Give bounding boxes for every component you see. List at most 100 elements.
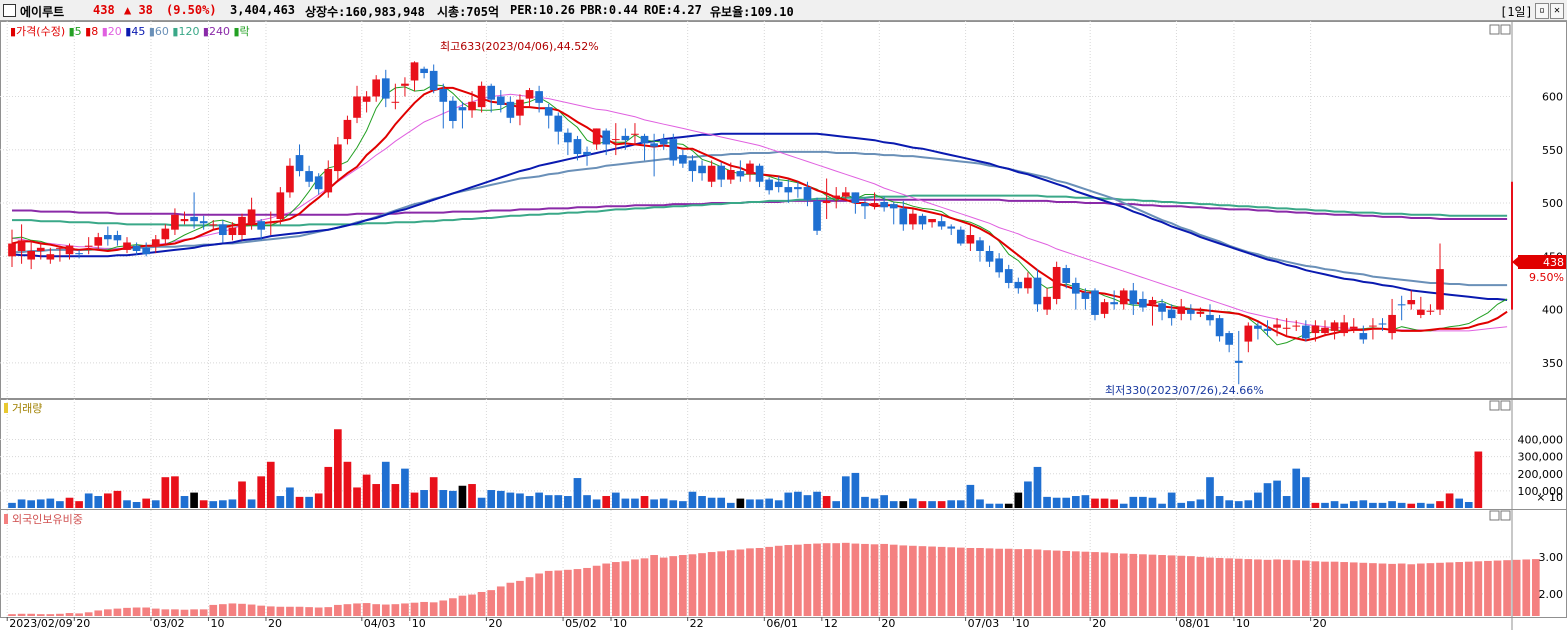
candle (84, 237, 93, 255)
foreign-bar (1024, 549, 1032, 616)
panel-buttons[interactable] (1489, 24, 1511, 521)
foreign-bar (832, 543, 841, 616)
volume-bar (429, 477, 438, 508)
foreign-bar (947, 547, 956, 616)
volume-bar (324, 466, 333, 508)
foreign-legend[interactable]: 외국인보유비중 (12, 513, 83, 526)
volume-bar (947, 500, 956, 508)
volume-bar (458, 485, 467, 508)
candle (1378, 318, 1387, 331)
foreign-bar (1349, 562, 1358, 616)
foreign-bar (774, 545, 783, 616)
candle (621, 128, 630, 150)
foreign-bar (861, 543, 869, 616)
panel-border (0, 399, 1567, 510)
candle (429, 64, 438, 94)
foreign-bar (765, 546, 773, 616)
candle (592, 128, 601, 150)
candle (516, 94, 524, 126)
volume-bar (535, 492, 543, 508)
volume-bar (286, 487, 294, 508)
candle (8, 229, 16, 267)
foreign-bar (1369, 563, 1377, 616)
foreign-bar (1436, 562, 1444, 616)
candle (266, 211, 275, 236)
candle (928, 219, 936, 228)
volume-bar (1359, 500, 1368, 508)
foreign-bar (736, 549, 745, 616)
candle (1081, 288, 1090, 310)
x-tick-label: 20 (1313, 617, 1327, 630)
candle (1071, 277, 1080, 310)
volume-bar (84, 493, 93, 508)
volume-bar (1062, 497, 1071, 508)
x-tick-label: 05/02 (565, 617, 597, 630)
period-selector[interactable]: [1일] (1500, 5, 1533, 19)
volume-bar (564, 496, 572, 508)
volume-bar (554, 495, 563, 508)
foreign-bar (496, 586, 505, 616)
price-tick-label: 600 (1542, 90, 1563, 103)
foreign-bar (669, 556, 678, 616)
foreign-bar (707, 552, 716, 616)
x-tick-label: 20 (76, 617, 90, 630)
volume-bar (314, 493, 323, 508)
candle (1234, 330, 1243, 385)
candle (726, 162, 735, 184)
foreign-bar (1052, 550, 1061, 616)
candle (477, 81, 486, 113)
candle (17, 224, 26, 264)
candle (305, 165, 313, 188)
volume-bar (592, 499, 601, 508)
panel-border (0, 21, 1567, 399)
foreign-bar (1321, 561, 1329, 616)
foreign-bar (640, 558, 649, 616)
legend-item: ▮가격(수정) (10, 25, 65, 38)
volume-bar (1244, 500, 1253, 508)
volume-bar (391, 484, 400, 508)
maximize-button[interactable]: ▫ (1535, 3, 1549, 19)
volume-legend[interactable]: 거래량 (12, 402, 42, 415)
legend-item: ▮8 (82, 25, 99, 38)
close-button[interactable]: ✕ (1550, 3, 1564, 19)
foreign-bar (334, 604, 342, 616)
volume-bar (1292, 468, 1301, 508)
stock-name[interactable]: 에이루트 (20, 5, 65, 19)
volume-bar (870, 498, 879, 508)
foreign-bar (429, 602, 438, 616)
volume-bar (132, 502, 141, 508)
ma-45-line (11, 132, 1508, 301)
volume-bar (1407, 503, 1416, 508)
foreign-bar (439, 600, 448, 616)
candle (1100, 298, 1109, 319)
volume-bar (1225, 500, 1233, 508)
foreign-bar (516, 580, 524, 616)
candle (295, 144, 304, 177)
foreign-bar (104, 609, 112, 616)
select-checkbox[interactable] (3, 4, 16, 17)
candle (650, 133, 658, 177)
legend[interactable]: ▮가격(수정) ▮5 ▮8 ▮20 ▮45 ▮60 ▮120 ▮240 ▮락 (10, 25, 250, 38)
chart-area[interactable]: 350400450500550600100,000200,000300,0004… (0, 21, 1567, 630)
volume-bar (8, 502, 16, 508)
volume-bar (334, 429, 342, 508)
volume-bar (976, 499, 984, 508)
candle (257, 219, 266, 241)
market-cap: 시총:705억 (437, 5, 500, 19)
candle (1024, 272, 1032, 294)
candle (1148, 296, 1157, 326)
foreign-bar (1522, 559, 1531, 616)
volume-bar (1206, 477, 1214, 508)
price-tick-label: 400 (1542, 304, 1563, 317)
foreign-bar (180, 609, 189, 616)
legend-item: ▮120 (169, 25, 200, 38)
candle (190, 192, 198, 229)
candle (449, 96, 457, 129)
candle (640, 133, 649, 161)
volume-bar (602, 496, 611, 508)
foreign-bar (27, 613, 36, 616)
candle (784, 179, 793, 204)
foreign-bar (1311, 561, 1320, 616)
candle (75, 249, 83, 259)
